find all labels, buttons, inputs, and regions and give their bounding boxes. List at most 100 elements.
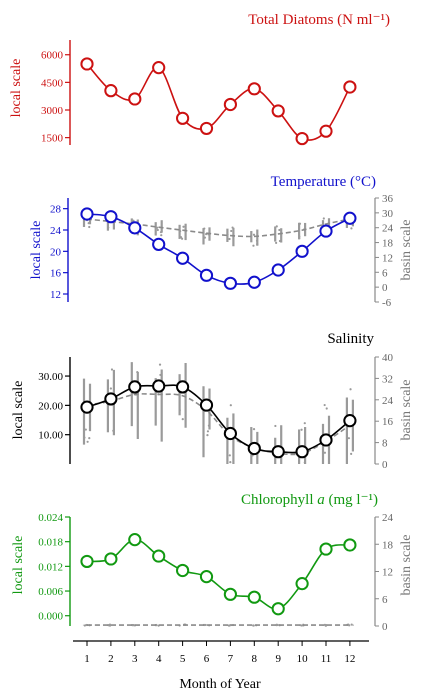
x-tick-label: 3 [132, 653, 138, 665]
x-tick-label: 8 [252, 653, 258, 665]
chlorophyll-point [343, 538, 357, 552]
salinity-basin-point [159, 373, 162, 377]
chlorophyll-basin-tick-label: 12 [382, 567, 393, 579]
salinity-line [86, 384, 351, 454]
diatoms-y-tick-label: 6000 [41, 50, 64, 62]
salinity-point [319, 433, 333, 447]
temperature-y-axis: 12 16 20 24 28 [50, 198, 69, 302]
temperature-point [319, 224, 333, 238]
diatoms-y-tick-label: 4500 [41, 77, 64, 89]
salinity-point [295, 445, 309, 459]
salinity-basin-tick-label: 8 [382, 438, 388, 450]
salinity-basin-point [109, 387, 112, 390]
chlorophyll-basin-tick-label: 24 [382, 512, 394, 524]
chlorophyll-basin-distribution [82, 623, 354, 627]
chlorophyll-y-tick-label: 0.006 [38, 586, 63, 598]
salinity-basin-point [110, 368, 114, 371]
x-tick-label: 11 [321, 653, 332, 665]
salinity-basin-point [206, 434, 209, 437]
chlorophyll-point [104, 552, 118, 566]
temperature-basin-point [322, 217, 325, 220]
salinity-basin-point [88, 436, 91, 440]
x-tick-label: 1 [84, 653, 90, 665]
salinity-basin-point [207, 424, 211, 427]
chlorophyll-title: Chlorophyll a (mg l⁻¹) [241, 492, 378, 508]
temperature-basin-point [298, 235, 301, 238]
chlorophyll-basin-point [350, 623, 353, 626]
chlorophyll-y-axis: 0.000 0.006 0.012 0.018 0.024 [38, 512, 71, 626]
salinity-basin-point [323, 451, 327, 454]
temperature-basin-tick-label: 18 [382, 238, 394, 250]
salinity-basin-point [136, 370, 139, 374]
salinity-point [247, 441, 261, 456]
diatoms-point [199, 121, 214, 136]
temperature-basin-tick-label: 6 [382, 267, 388, 279]
chlorophyll-basin-tick-label: 18 [382, 539, 394, 551]
x-tick-label: 10 [297, 653, 309, 665]
diatoms-point [247, 82, 261, 96]
salinity-basin-point [303, 461, 306, 464]
diatoms-y-axis: 1500 3000 4500 6000 [41, 40, 71, 145]
temperature-basin-point [230, 229, 233, 233]
chlorophyll-basin-point [83, 624, 86, 627]
temperature-basin-point [182, 225, 185, 228]
x-tick-label: 5 [180, 653, 186, 665]
temperature-basin-point [179, 235, 183, 239]
temperature-y-tick-label: 28 [50, 204, 62, 216]
temperature-point [176, 251, 190, 265]
salinity-ylabel: local scale [11, 381, 26, 440]
temperature-y-tick-label: 16 [50, 268, 62, 280]
salinity-title: Salinity [327, 331, 374, 347]
salinity-basin-point [83, 436, 86, 439]
diatoms-line [86, 63, 351, 141]
temperature-basin-point [179, 230, 182, 233]
temperature-basin-tick-label: 12 [382, 252, 393, 264]
chlorophyll-point [128, 533, 142, 547]
temperature-basin-axis: -6 0 6 12 18 24 30 36 [374, 193, 394, 309]
temperature-basin-point [255, 239, 259, 242]
temperature-basin-point [160, 234, 163, 237]
diatoms-point [128, 92, 142, 106]
salinity-basin-point [228, 454, 231, 457]
chlorophyll-basin-point [276, 623, 279, 627]
salinity-basin-point [86, 440, 89, 443]
temperature-y2label: basin scale [399, 219, 414, 280]
chlorophyll-y2label: basin scale [399, 534, 414, 595]
salinity-basin-mean-line [86, 393, 351, 456]
temperature-point [247, 275, 261, 289]
salinity-basin-point [229, 461, 232, 464]
diatoms-point [223, 97, 237, 112]
temperature-basin-point [156, 226, 159, 229]
temperature-basin-point [159, 231, 163, 234]
salinity-basin-point [349, 388, 352, 391]
temperature-basin-point [275, 241, 278, 245]
diatoms-point [104, 84, 118, 98]
salinity-basin-point [300, 428, 303, 431]
salinity-point [199, 398, 214, 412]
salinity-basin-tick-label: 32 [382, 373, 393, 385]
salinity-basin-point [112, 429, 115, 432]
diatoms-point [271, 104, 285, 118]
temperature-basin-tick-label: 36 [382, 193, 394, 205]
chlorophyll-point [295, 577, 309, 591]
temperature-basin-tick-label: 0 [382, 282, 388, 294]
salinity-point [271, 445, 285, 459]
salinity-point [80, 400, 94, 414]
x-tick-label: 4 [156, 653, 162, 665]
salinity-basin-point [178, 409, 181, 412]
temperature-line [86, 213, 351, 285]
salinity-basin-point [206, 430, 210, 433]
temperature-basin-point [252, 244, 255, 247]
salinity-point [152, 379, 166, 393]
temperature-point [223, 276, 237, 290]
diatoms-point [152, 61, 166, 75]
salinity-point [343, 414, 357, 428]
temperature-basin-point [107, 226, 110, 229]
salinity-y-tick-label: 20.00 [38, 400, 63, 412]
salinity-basin-point [181, 418, 184, 421]
salinity-basin-point [303, 422, 306, 425]
temperature-basin-point [228, 237, 231, 241]
salinity-basin-point [229, 404, 232, 407]
chlorophyll-series [80, 533, 357, 616]
